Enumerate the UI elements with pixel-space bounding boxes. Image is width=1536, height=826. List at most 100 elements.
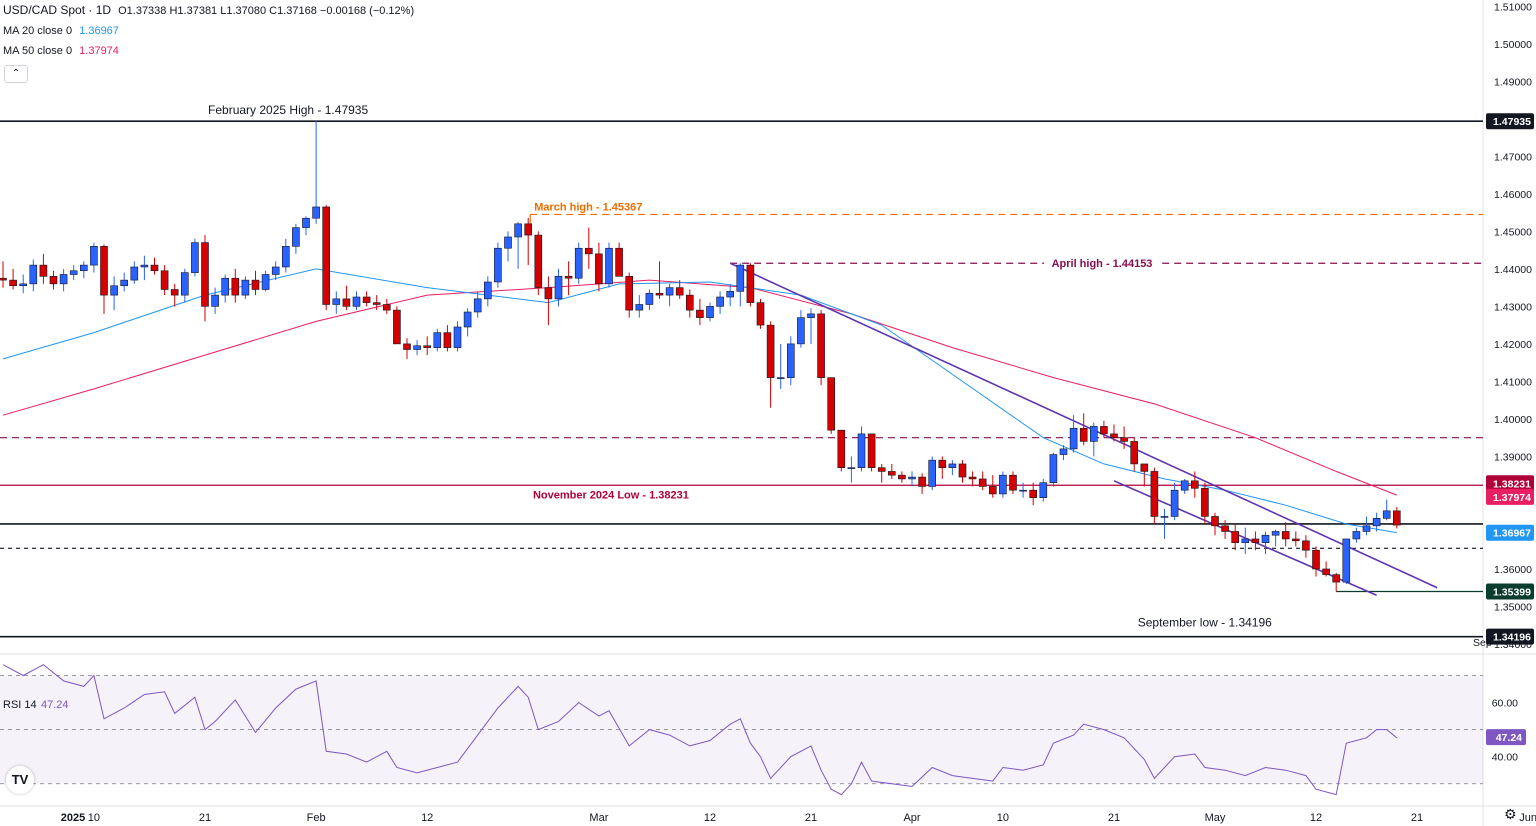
symbol-title[interactable]: USD/CAD Spot · 1D — [3, 3, 112, 17]
candle-body — [1191, 480, 1199, 489]
candle-body — [342, 298, 351, 307]
candle-body — [827, 377, 836, 431]
candle-body — [110, 285, 118, 296]
candle-body — [1140, 463, 1149, 472]
time-tick-label: 12 — [1310, 812, 1322, 824]
candle-body — [655, 292, 664, 296]
candle-body — [786, 343, 795, 378]
candle-body — [292, 227, 300, 247]
candle-body — [635, 304, 644, 311]
level-caption: September low - 1.34196 — [1138, 616, 1272, 630]
price-tick-label: 1.43000 — [1494, 301, 1532, 313]
candle-body — [150, 264, 159, 272]
candle-body — [1251, 538, 1260, 544]
candle-body — [736, 264, 745, 292]
candle-body — [413, 345, 421, 350]
rsi-value-badge — [1486, 729, 1526, 746]
price-badge — [1486, 628, 1534, 645]
candle-body — [281, 246, 290, 268]
candle-body — [1322, 568, 1330, 575]
candle-body — [1180, 480, 1189, 491]
candle-body — [534, 234, 543, 288]
ma20-legend[interactable]: MA 20 close 0 1.36967 — [3, 25, 119, 37]
time-tick-label: 2025 — [61, 812, 85, 824]
candle-body — [191, 242, 199, 273]
candle-body — [9, 279, 17, 287]
candle-body — [1302, 540, 1310, 551]
ma50-legend[interactable]: MA 50 close 0 1.37974 — [3, 45, 119, 57]
ma20-label: MA 20 close 0 — [3, 25, 73, 37]
candle-body — [332, 298, 341, 305]
price-tick-label: 1.39000 — [1494, 451, 1532, 463]
time-tick-label: 21 — [1108, 812, 1120, 824]
candle-body — [140, 264, 149, 268]
candle-body — [1100, 426, 1108, 435]
candle-body — [1090, 426, 1098, 442]
time-tick-label: 10 — [88, 812, 100, 824]
price-tick-label: 1.47000 — [1494, 151, 1532, 163]
time-tick-label: 12 — [421, 812, 433, 824]
candle-body — [726, 291, 735, 298]
candle-body — [564, 276, 573, 279]
candle-body — [574, 247, 583, 279]
candle-body — [595, 253, 603, 285]
price-tick-label: 1.46000 — [1494, 189, 1532, 201]
candle-body — [675, 287, 684, 296]
candle-body — [1029, 489, 1037, 498]
candle-body — [100, 246, 108, 296]
candle-body — [221, 277, 229, 296]
price-badge — [1486, 488, 1534, 505]
candle-body — [1292, 538, 1300, 542]
candle-body — [49, 276, 58, 285]
candle-body — [362, 296, 371, 303]
candle-body — [685, 294, 694, 311]
candle-body — [1352, 531, 1361, 540]
candle-body — [160, 270, 169, 290]
candle-body — [716, 296, 724, 307]
candle-body — [1362, 525, 1371, 532]
price-badge-label: 1.36967 — [1493, 528, 1531, 540]
candle-body — [544, 287, 553, 300]
rsi-title: RSI 14 — [3, 699, 37, 711]
price-badge — [1486, 583, 1534, 600]
candle-body — [1312, 549, 1320, 570]
candle-body — [433, 332, 442, 348]
candle-body — [423, 345, 432, 348]
candle-body — [696, 309, 704, 318]
candle-body — [524, 223, 533, 236]
price-tick-label: 1.41000 — [1494, 376, 1532, 388]
candle-body — [514, 223, 522, 238]
time-tick-label: 21 — [805, 812, 817, 824]
level-caption: November 2024 Low - 1.38231 — [533, 489, 689, 501]
candle-body — [1372, 518, 1381, 527]
gear-icon[interactable]: ⚙ — [1504, 806, 1517, 822]
time-tick-label: Mar — [589, 812, 608, 824]
candle-body — [312, 206, 320, 219]
candle-body — [241, 279, 250, 296]
rsi-pane — [0, 656, 1483, 806]
time-tick-label: 21 — [199, 812, 211, 824]
candle-body — [908, 476, 916, 480]
candle-body — [322, 206, 331, 305]
tradingview-logo-icon[interactable]: TV — [6, 766, 34, 794]
time-tick-label: May — [1205, 812, 1226, 824]
ma20-value: 1.36967 — [79, 25, 119, 37]
candle-body — [1281, 531, 1290, 540]
candle-body — [1231, 531, 1239, 544]
collapse-legend-button[interactable]: ⌃ — [4, 65, 28, 83]
level-caption: April high - 1.44153 — [1052, 258, 1153, 270]
candle-body — [1130, 441, 1138, 465]
candle-body — [130, 266, 139, 281]
candle-body — [1039, 482, 1048, 498]
time-tick-label: 12 — [704, 812, 716, 824]
price-badge-label: 1.35399 — [1493, 587, 1531, 599]
price-badge — [1486, 524, 1534, 541]
candle-body — [615, 247, 623, 277]
candle-body — [453, 326, 462, 348]
candle-body — [1079, 427, 1088, 442]
price-tick-label: 1.35000 — [1494, 601, 1532, 613]
price-badge-label: 1.34196 — [1493, 632, 1531, 644]
candle-body — [625, 276, 634, 311]
candle-body — [1201, 488, 1209, 517]
candle-body — [645, 292, 654, 305]
